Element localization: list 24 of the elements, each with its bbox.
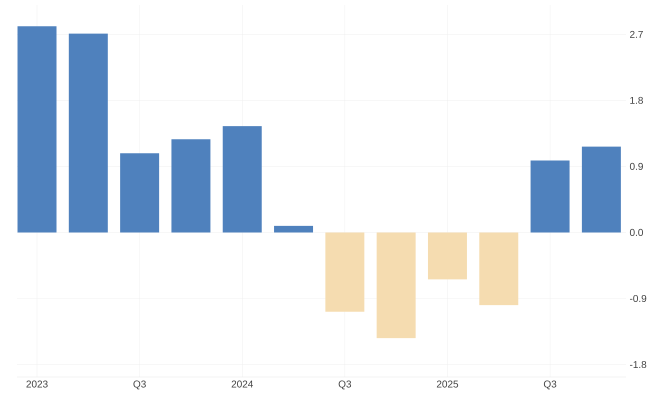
bar bbox=[222, 126, 262, 232]
bar bbox=[428, 232, 467, 280]
y-tick-label: 1.8 bbox=[630, 96, 643, 104]
y-tick-label: 0.9 bbox=[630, 162, 643, 170]
x-tick-label: 2024 bbox=[232, 380, 254, 388]
bar bbox=[479, 232, 518, 306]
x-tick-label: Q3 bbox=[544, 380, 556, 390]
bar bbox=[120, 153, 160, 232]
x-tick-label: 2023 bbox=[26, 380, 48, 388]
bar bbox=[68, 34, 108, 232]
bar bbox=[274, 226, 314, 232]
x-tick-label: 2025 bbox=[436, 380, 458, 388]
bar bbox=[530, 160, 570, 232]
y-tick-label: 2.7 bbox=[630, 30, 643, 38]
bar bbox=[171, 139, 210, 232]
bar bbox=[325, 232, 364, 312]
y-tick-label: -0.9 bbox=[630, 294, 646, 302]
bar bbox=[376, 232, 416, 338]
y-tick-label: -1.8 bbox=[630, 361, 646, 368]
x-tick-label: Q3 bbox=[338, 380, 352, 390]
y-tick-label: 0.0 bbox=[630, 228, 643, 236]
bar bbox=[582, 146, 621, 232]
bar bbox=[18, 26, 57, 232]
x-tick-label: Q3 bbox=[133, 380, 146, 390]
